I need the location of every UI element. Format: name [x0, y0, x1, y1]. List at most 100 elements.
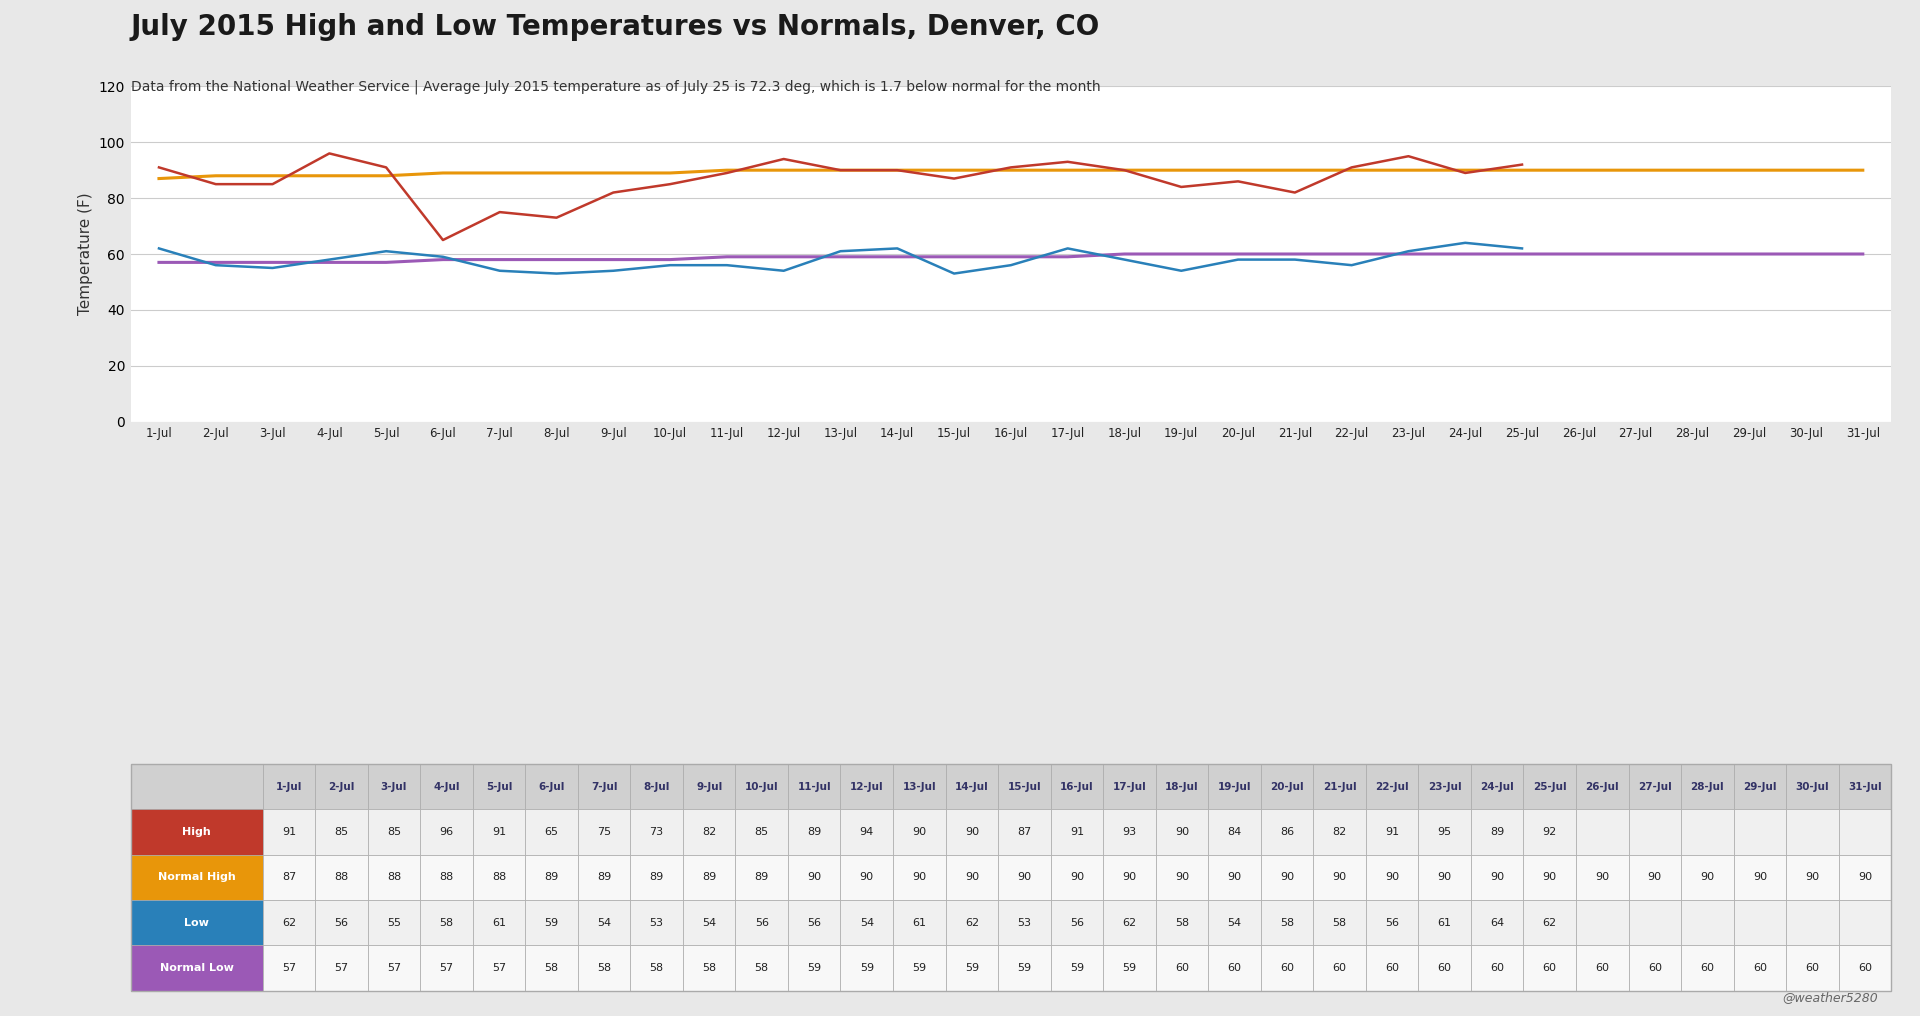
- Text: 60: 60: [1701, 963, 1715, 973]
- Text: 90: 90: [1596, 873, 1609, 882]
- Text: 22-Jul: 22-Jul: [1375, 781, 1409, 791]
- Text: 56: 56: [755, 917, 768, 928]
- Bar: [367, 810, 420, 854]
- Text: 56: 56: [806, 917, 822, 928]
- Text: 60: 60: [1544, 963, 1557, 973]
- Bar: [787, 900, 841, 945]
- Bar: [945, 810, 998, 854]
- Text: 85: 85: [334, 827, 348, 837]
- Text: 16-Jul: 16-Jul: [1060, 781, 1094, 791]
- Text: 85: 85: [755, 827, 768, 837]
- Text: 58: 58: [703, 963, 716, 973]
- Text: 21-Jul: 21-Jul: [1323, 781, 1356, 791]
- Text: 54: 54: [860, 917, 874, 928]
- Text: 60: 60: [1490, 963, 1503, 973]
- Bar: [1104, 810, 1156, 854]
- Bar: [526, 900, 578, 945]
- Text: 90: 90: [1069, 873, 1085, 882]
- Bar: [144, 829, 184, 835]
- Bar: [1261, 854, 1313, 900]
- Bar: [1576, 945, 1628, 991]
- Bar: [131, 945, 263, 991]
- Bar: [1313, 945, 1365, 991]
- Bar: [1156, 900, 1208, 945]
- Bar: [735, 810, 787, 854]
- Bar: [787, 854, 841, 900]
- Text: 75: 75: [597, 827, 611, 837]
- Bar: [263, 764, 315, 810]
- Text: 60: 60: [1859, 963, 1872, 973]
- Bar: [1523, 854, 1576, 900]
- Text: 62: 62: [964, 917, 979, 928]
- Text: 60: 60: [1175, 963, 1188, 973]
- Bar: [367, 945, 420, 991]
- Bar: [998, 854, 1050, 900]
- Text: 31-Jul: 31-Jul: [1849, 781, 1882, 791]
- Bar: [1734, 854, 1786, 900]
- Bar: [1104, 854, 1156, 900]
- Bar: [735, 764, 787, 810]
- Text: 58: 58: [1281, 917, 1294, 928]
- Bar: [998, 900, 1050, 945]
- Text: 96: 96: [440, 827, 453, 837]
- Text: 90: 90: [1859, 873, 1872, 882]
- Text: 90: 90: [1542, 873, 1557, 882]
- Bar: [945, 900, 998, 945]
- Text: 90: 90: [1438, 873, 1452, 882]
- Text: 3-Jul: 3-Jul: [380, 781, 407, 791]
- Bar: [1682, 854, 1734, 900]
- Text: 55: 55: [388, 917, 401, 928]
- Text: 1-Jul: 1-Jul: [276, 781, 301, 791]
- Text: 23-Jul: 23-Jul: [1428, 781, 1461, 791]
- Text: 92: 92: [1542, 827, 1557, 837]
- Text: 53: 53: [1018, 917, 1031, 928]
- Bar: [945, 764, 998, 810]
- Text: 90: 90: [912, 827, 925, 837]
- Bar: [144, 875, 184, 880]
- Bar: [1471, 810, 1523, 854]
- Bar: [945, 945, 998, 991]
- Bar: [1156, 764, 1208, 810]
- Text: 7-Jul: 7-Jul: [591, 781, 618, 791]
- Text: 58: 58: [545, 963, 559, 973]
- Bar: [420, 900, 472, 945]
- Text: 56: 56: [1384, 917, 1400, 928]
- Text: 90: 90: [1647, 873, 1663, 882]
- Text: 54: 54: [703, 917, 716, 928]
- Bar: [1050, 810, 1104, 854]
- Bar: [630, 945, 684, 991]
- Bar: [630, 810, 684, 854]
- Bar: [841, 854, 893, 900]
- Text: 60: 60: [1805, 963, 1820, 973]
- Text: 87: 87: [282, 873, 296, 882]
- Bar: [684, 854, 735, 900]
- Text: 89: 89: [1490, 827, 1503, 837]
- Bar: [841, 764, 893, 810]
- Bar: [1786, 945, 1839, 991]
- Bar: [1734, 900, 1786, 945]
- Bar: [1523, 810, 1576, 854]
- Bar: [787, 810, 841, 854]
- Bar: [1050, 900, 1104, 945]
- Bar: [315, 854, 367, 900]
- Text: Data from the National Weather Service | Average July 2015 temperature as of Jul: Data from the National Weather Service |…: [131, 79, 1100, 93]
- Text: 15-Jul: 15-Jul: [1008, 781, 1041, 791]
- Bar: [1628, 945, 1682, 991]
- Text: 90: 90: [964, 827, 979, 837]
- Bar: [1313, 900, 1365, 945]
- Text: 91: 91: [492, 827, 507, 837]
- Text: 54: 54: [597, 917, 611, 928]
- Bar: [1261, 810, 1313, 854]
- Bar: [1682, 764, 1734, 810]
- Text: 95: 95: [1438, 827, 1452, 837]
- Bar: [263, 854, 315, 900]
- Bar: [526, 854, 578, 900]
- Text: Low: Low: [184, 917, 209, 928]
- Text: 59: 59: [1123, 963, 1137, 973]
- Text: 59: 59: [912, 963, 925, 973]
- Text: 90: 90: [1332, 873, 1346, 882]
- Bar: [1786, 764, 1839, 810]
- Bar: [893, 764, 945, 810]
- Text: 89: 89: [649, 873, 664, 882]
- Text: 90: 90: [1018, 873, 1031, 882]
